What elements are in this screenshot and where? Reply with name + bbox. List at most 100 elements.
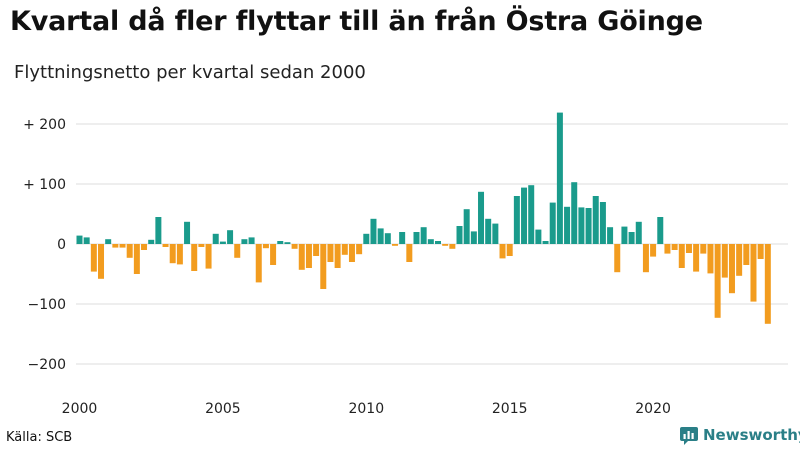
bar: [327, 244, 334, 262]
bar: [736, 244, 743, 276]
bar: [141, 244, 148, 250]
bar: [348, 244, 355, 262]
bar: [592, 196, 599, 244]
bar: [370, 218, 377, 244]
x-tick-label: 2000: [62, 401, 98, 417]
y-tick-labels: + 200 + 100 0 −100 −200: [23, 117, 66, 373]
bar: [635, 221, 642, 244]
bar: [764, 244, 771, 324]
brand-name: Newsworthy: [703, 426, 800, 444]
bar: [384, 233, 391, 244]
y-tick-label: −200: [28, 357, 66, 373]
bar: [757, 244, 764, 259]
bar: [255, 244, 262, 283]
bar: [714, 244, 721, 318]
bar: [205, 244, 212, 269]
bar: [270, 244, 277, 265]
bar: [413, 232, 420, 244]
bar: [599, 202, 606, 244]
bar: [485, 218, 492, 244]
bar: [685, 244, 692, 253]
bar: [76, 235, 83, 244]
bar: [564, 206, 571, 244]
bar: [571, 182, 578, 244]
bar: [721, 244, 728, 278]
y-tick-label: + 100: [23, 177, 66, 193]
bar: [298, 244, 305, 270]
bar: [320, 244, 327, 289]
bar: [248, 237, 255, 244]
bar: [427, 239, 434, 244]
y-tick-label: + 200: [23, 117, 66, 133]
bar: [155, 217, 162, 244]
x-tick-labels: 2000 2005 2010 2015 2020: [62, 401, 671, 417]
bar: [585, 208, 592, 244]
bar: [671, 244, 678, 250]
x-tick-label: 2020: [635, 401, 671, 417]
bar: [542, 241, 549, 244]
bar: [678, 244, 685, 268]
y-tick-label: −100: [28, 297, 66, 313]
bar: [119, 244, 126, 248]
y-tick-label: 0: [57, 237, 66, 253]
bar: [391, 244, 398, 246]
bar: [212, 233, 219, 244]
bar: [499, 244, 506, 259]
newsworthy-brand[interactable]: Newsworthy: [679, 425, 800, 445]
bar: [556, 112, 563, 244]
x-tick-label: 2005: [205, 401, 241, 417]
bar: [614, 244, 621, 273]
bar: [578, 207, 585, 244]
bar: [463, 209, 470, 244]
bar: [521, 187, 528, 244]
chart-subtitle: Flyttningsnetto per kvartal sedan 2000: [14, 62, 366, 83]
bar: [456, 226, 463, 244]
bar: [363, 233, 370, 244]
bar: [105, 239, 112, 244]
bar: [657, 217, 664, 244]
bar: [607, 227, 614, 244]
bar: [262, 244, 269, 249]
bar: [470, 231, 477, 244]
bar: [234, 244, 241, 258]
bar: [198, 244, 205, 247]
bar: [492, 223, 499, 244]
bar: [435, 241, 441, 244]
bar: [341, 244, 348, 255]
bar: [693, 244, 700, 272]
bar: [241, 239, 248, 244]
x-tick-label: 2015: [492, 401, 528, 417]
bar: [126, 244, 133, 258]
bar: [528, 185, 535, 244]
bar: [184, 221, 191, 244]
bar: [750, 244, 757, 302]
bar: [148, 239, 155, 244]
bar: [277, 241, 284, 244]
bar: [700, 244, 707, 254]
bar: [83, 237, 90, 244]
bar: [743, 244, 750, 265]
bar: [334, 244, 341, 268]
bar: [406, 244, 413, 262]
bar: [642, 244, 649, 273]
bar: [219, 241, 226, 244]
bar: [133, 244, 140, 274]
bar: [442, 244, 449, 246]
source-note: Källa: SCB: [6, 430, 73, 445]
bar: [176, 244, 183, 265]
bar: [478, 191, 485, 244]
x-tick-label: 2010: [348, 401, 384, 417]
bar: [291, 244, 298, 249]
bar: [377, 228, 384, 244]
bar: [305, 244, 312, 268]
bar: [628, 232, 635, 244]
bar: [399, 232, 406, 244]
bar: [549, 202, 556, 244]
bar: [191, 244, 198, 271]
bar: [284, 242, 291, 244]
bar: [227, 230, 234, 244]
bar: [535, 229, 542, 244]
bar: [449, 244, 456, 249]
bar: [728, 244, 735, 294]
